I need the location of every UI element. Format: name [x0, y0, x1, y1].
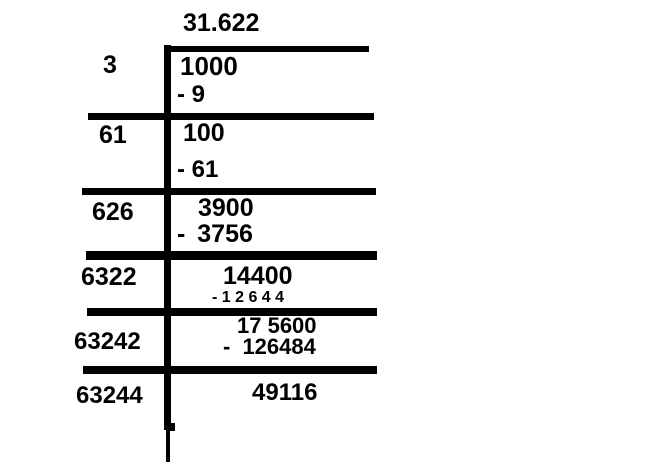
- step1-separator-line: [88, 113, 374, 120]
- step4-divisor: 6322: [81, 263, 137, 291]
- step3-divisor: 626: [92, 198, 134, 226]
- step2-subtraction: - 61: [177, 156, 219, 183]
- step1-subtraction: - 9: [177, 81, 206, 108]
- step3-subtraction: - 3756: [177, 220, 253, 248]
- step2-separator-line: [82, 188, 376, 195]
- step4-separator-line: [87, 308, 377, 316]
- step2-dividend: 100: [183, 119, 225, 147]
- step1-divisor: 3: [103, 51, 117, 79]
- remainder-value: 49116: [252, 379, 318, 406]
- step4-subtraction: - 1 2 6 4 4: [212, 289, 285, 306]
- division-bracket-vertical-line: [164, 45, 171, 430]
- quotient-value: 31.622: [183, 9, 260, 37]
- step1-dividend: 1000: [180, 51, 238, 81]
- step2-divisor: 61: [99, 121, 127, 149]
- step5-dividend: 17 5600: [237, 313, 317, 338]
- bracket-tail-line: [166, 430, 170, 462]
- step5-separator-line: [83, 366, 377, 374]
- step5-subtraction: - 126484: [223, 334, 316, 359]
- step6-divisor: 63244: [76, 382, 143, 409]
- step3-separator-line: [86, 251, 377, 260]
- division-bracket-top-line: [166, 46, 369, 52]
- step3-dividend: 3900: [198, 194, 254, 222]
- step5-divisor: 63242: [74, 328, 141, 355]
- step4-dividend: 14400: [223, 262, 293, 290]
- bracket-tail-notch: [170, 423, 175, 431]
